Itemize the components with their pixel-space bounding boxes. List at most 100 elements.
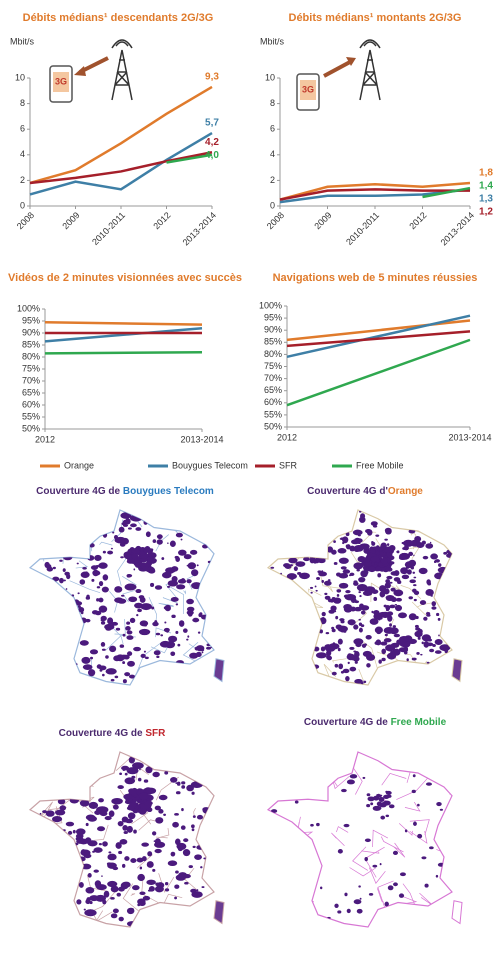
y-tick-label: 80% bbox=[22, 351, 40, 361]
coverage-area bbox=[96, 598, 100, 602]
coverage-area bbox=[437, 566, 448, 574]
department-border bbox=[194, 910, 213, 915]
coverage-area bbox=[124, 777, 136, 785]
coverage-area bbox=[320, 646, 326, 652]
coverage-area bbox=[438, 563, 442, 567]
coverage-area bbox=[394, 604, 403, 612]
coverage-area bbox=[195, 651, 202, 658]
department-border bbox=[377, 888, 385, 903]
coverage-area bbox=[411, 789, 416, 794]
department-border bbox=[99, 541, 113, 546]
coverage-area bbox=[121, 881, 131, 888]
chart-title: Navigations web de 5 minutes réussies bbox=[273, 272, 478, 284]
coverage-area bbox=[110, 896, 115, 900]
coverage-area bbox=[446, 553, 452, 558]
series-line bbox=[286, 338, 471, 407]
map-inner bbox=[268, 510, 452, 685]
department-border bbox=[404, 801, 421, 812]
coverage-area bbox=[371, 541, 374, 544]
coverage-area bbox=[364, 838, 371, 843]
coverage-area bbox=[385, 528, 392, 535]
coverage-area bbox=[124, 772, 128, 776]
coverage-area bbox=[194, 646, 200, 651]
x-tick-label: 2009 bbox=[312, 210, 333, 231]
department-border bbox=[130, 893, 136, 896]
coverage-area bbox=[431, 606, 437, 610]
coverage-area bbox=[79, 579, 86, 585]
department-border bbox=[194, 919, 204, 927]
coverage-area bbox=[164, 621, 167, 624]
coverage-area bbox=[201, 651, 204, 654]
coverage-area bbox=[372, 795, 380, 801]
coverage-area bbox=[343, 823, 350, 828]
coverage-area bbox=[63, 579, 66, 582]
department-border bbox=[380, 836, 404, 853]
coverage-area bbox=[377, 618, 381, 621]
coverage-area bbox=[401, 574, 410, 580]
department-border bbox=[292, 514, 302, 526]
coverage-area bbox=[110, 913, 118, 919]
map-corsica bbox=[451, 658, 463, 683]
coverage-area bbox=[127, 812, 136, 820]
department-border bbox=[61, 835, 68, 854]
coverage-area bbox=[77, 592, 80, 595]
department-border bbox=[285, 517, 299, 527]
coverage-area bbox=[131, 553, 139, 560]
department-border bbox=[38, 914, 54, 927]
coverage-area bbox=[381, 648, 387, 655]
coverage-area bbox=[88, 801, 99, 809]
coverage-area bbox=[85, 596, 91, 600]
coverage-area bbox=[404, 829, 408, 833]
department-border bbox=[338, 756, 347, 771]
coverage-area bbox=[98, 798, 104, 803]
coverage-area bbox=[159, 640, 171, 648]
x-tick-label: 2013-2014 bbox=[439, 210, 477, 248]
department-border bbox=[270, 779, 275, 793]
coverage-area bbox=[170, 597, 179, 602]
coverage-area bbox=[144, 656, 149, 660]
coverage-area bbox=[100, 615, 107, 622]
map-title-prefix: Couverture 4G d' bbox=[307, 486, 388, 497]
coverage-area bbox=[148, 886, 155, 892]
coverage-area bbox=[112, 804, 119, 810]
coverage-area bbox=[366, 663, 371, 668]
coverage-area bbox=[81, 863, 92, 870]
coverage-area bbox=[142, 895, 151, 901]
coverage-area bbox=[127, 527, 132, 530]
coverage-area bbox=[178, 549, 187, 556]
coverage-area bbox=[169, 540, 176, 547]
department-border bbox=[46, 510, 73, 539]
coverage-area bbox=[110, 885, 119, 893]
y-tick-label: 100% bbox=[259, 300, 282, 310]
department-border bbox=[270, 636, 292, 650]
coverage-area bbox=[112, 908, 119, 914]
arrow bbox=[323, 60, 351, 78]
coverage-area bbox=[383, 638, 392, 643]
coverage-area bbox=[364, 857, 368, 862]
department-border bbox=[308, 588, 322, 596]
coverage-area bbox=[109, 645, 117, 653]
coverage-area bbox=[358, 885, 361, 888]
coverage-area bbox=[347, 619, 356, 626]
coverage-area bbox=[119, 772, 122, 776]
coverage-area bbox=[93, 869, 99, 873]
coverage-area bbox=[119, 542, 126, 547]
coverage-area bbox=[409, 579, 416, 584]
coverage-area bbox=[440, 568, 443, 571]
coverage-area bbox=[144, 800, 153, 806]
coverage-area bbox=[129, 801, 137, 808]
coverage-area bbox=[151, 606, 155, 610]
coverage-area bbox=[201, 886, 205, 889]
coverage-area bbox=[368, 893, 374, 896]
coverage-area bbox=[134, 562, 140, 567]
coverage-area bbox=[126, 921, 137, 927]
coverage-area bbox=[377, 793, 381, 797]
coverage-area bbox=[366, 793, 371, 797]
coverage-area bbox=[384, 633, 388, 637]
series-line bbox=[286, 314, 471, 359]
chart-title: Débits médians¹ montants 2G/3G bbox=[289, 12, 462, 24]
coverage-area bbox=[336, 594, 340, 597]
department-border bbox=[122, 590, 135, 603]
coverage-area bbox=[92, 570, 101, 576]
coverage-area bbox=[353, 562, 364, 570]
